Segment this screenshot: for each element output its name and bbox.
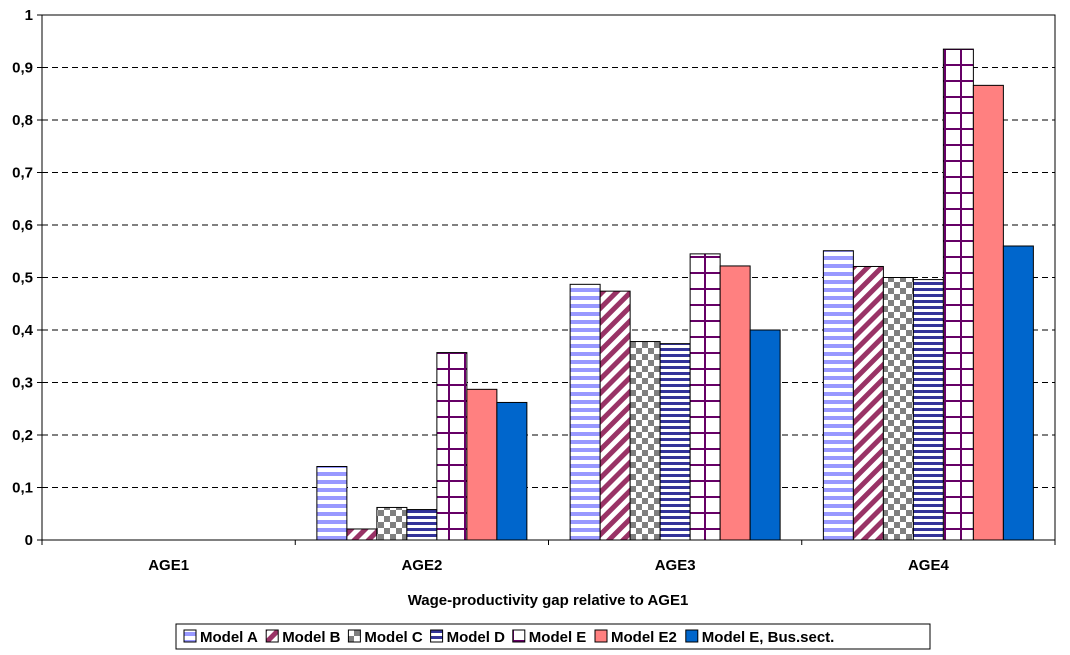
legend-label: Model E bbox=[529, 629, 587, 646]
legend-swatch bbox=[685, 629, 699, 643]
legend-label: Model B bbox=[282, 629, 340, 646]
bar-model-e-age2 bbox=[436, 352, 468, 541]
y-tick-label: 0,8 bbox=[12, 112, 33, 129]
y-tick-label: 0,2 bbox=[12, 427, 33, 444]
bar-model-d-age2 bbox=[406, 509, 438, 541]
bar-model-e2-age2 bbox=[466, 388, 498, 541]
legend-label: Model C bbox=[364, 629, 422, 646]
y-tick-label: 0,5 bbox=[12, 270, 33, 287]
legend-swatch bbox=[512, 629, 526, 643]
y-tick-label: 0,3 bbox=[12, 375, 33, 392]
x-tick-label: AGE1 bbox=[148, 557, 189, 574]
bar-model-e-bus-sect--age3 bbox=[749, 329, 781, 541]
legend-label: Model D bbox=[447, 629, 505, 646]
legend-swatch bbox=[183, 629, 197, 643]
bar-model-e-bus-sect--age2 bbox=[496, 401, 528, 541]
x-tick-label: AGE2 bbox=[401, 557, 442, 574]
bar-model-e-age4 bbox=[942, 48, 974, 541]
bar-model-d-age4 bbox=[912, 279, 944, 541]
bar-model-e2-age4 bbox=[972, 84, 1004, 541]
bar-model-b-age3 bbox=[599, 290, 631, 541]
bar-model-a-age4 bbox=[822, 250, 854, 541]
bar-model-c-age4 bbox=[882, 277, 914, 541]
bar-model-e-age3 bbox=[689, 253, 721, 541]
legend-box bbox=[175, 623, 931, 650]
legend-label: Model E2 bbox=[611, 629, 677, 646]
legend-swatch bbox=[347, 629, 361, 643]
bar-model-c-age2 bbox=[376, 506, 408, 541]
y-tick-label: 0,7 bbox=[12, 165, 33, 182]
y-tick-label: 0,4 bbox=[12, 322, 34, 339]
bar-model-a-age2 bbox=[316, 466, 348, 541]
bar-model-a-age3 bbox=[569, 283, 601, 541]
axes bbox=[37, 14, 1056, 545]
legend-label: Model A bbox=[200, 629, 258, 646]
bar-model-d-age3 bbox=[659, 343, 691, 541]
y-tick-label: 0 bbox=[25, 532, 33, 549]
bar-model-c-age3 bbox=[629, 341, 661, 541]
x-axis-title: Wage-productivity gap relative to AGE1 bbox=[408, 592, 689, 609]
y-tick-label: 1 bbox=[25, 7, 33, 24]
legend-swatch bbox=[265, 629, 279, 643]
x-tick-label: AGE3 bbox=[655, 557, 696, 574]
y-tick-label: 0,9 bbox=[12, 60, 33, 77]
bars bbox=[316, 48, 1034, 541]
y-tick-label: 0,1 bbox=[12, 480, 33, 497]
legend-swatch bbox=[430, 629, 444, 643]
x-tick-label: AGE4 bbox=[908, 557, 950, 574]
legend-swatch bbox=[594, 629, 608, 643]
bar-model-b-age2 bbox=[346, 528, 378, 541]
legend: Model A Model B Model C Model D Model E Model… bbox=[175, 623, 931, 650]
tick-labels: 0 0,1 0,2 0,3 0,4 0,5 0,6 0,7 0,8 0,9 1 AGE1 AGE2 AGE… bbox=[12, 7, 949, 574]
bar-model-b-age4 bbox=[852, 265, 884, 541]
bar-model-e2-age3 bbox=[719, 265, 751, 541]
legend-label: Model E, Bus.sect. bbox=[702, 629, 835, 646]
bar-model-e-bus-sect--age4 bbox=[1002, 245, 1034, 541]
y-tick-label: 0,6 bbox=[12, 217, 33, 234]
